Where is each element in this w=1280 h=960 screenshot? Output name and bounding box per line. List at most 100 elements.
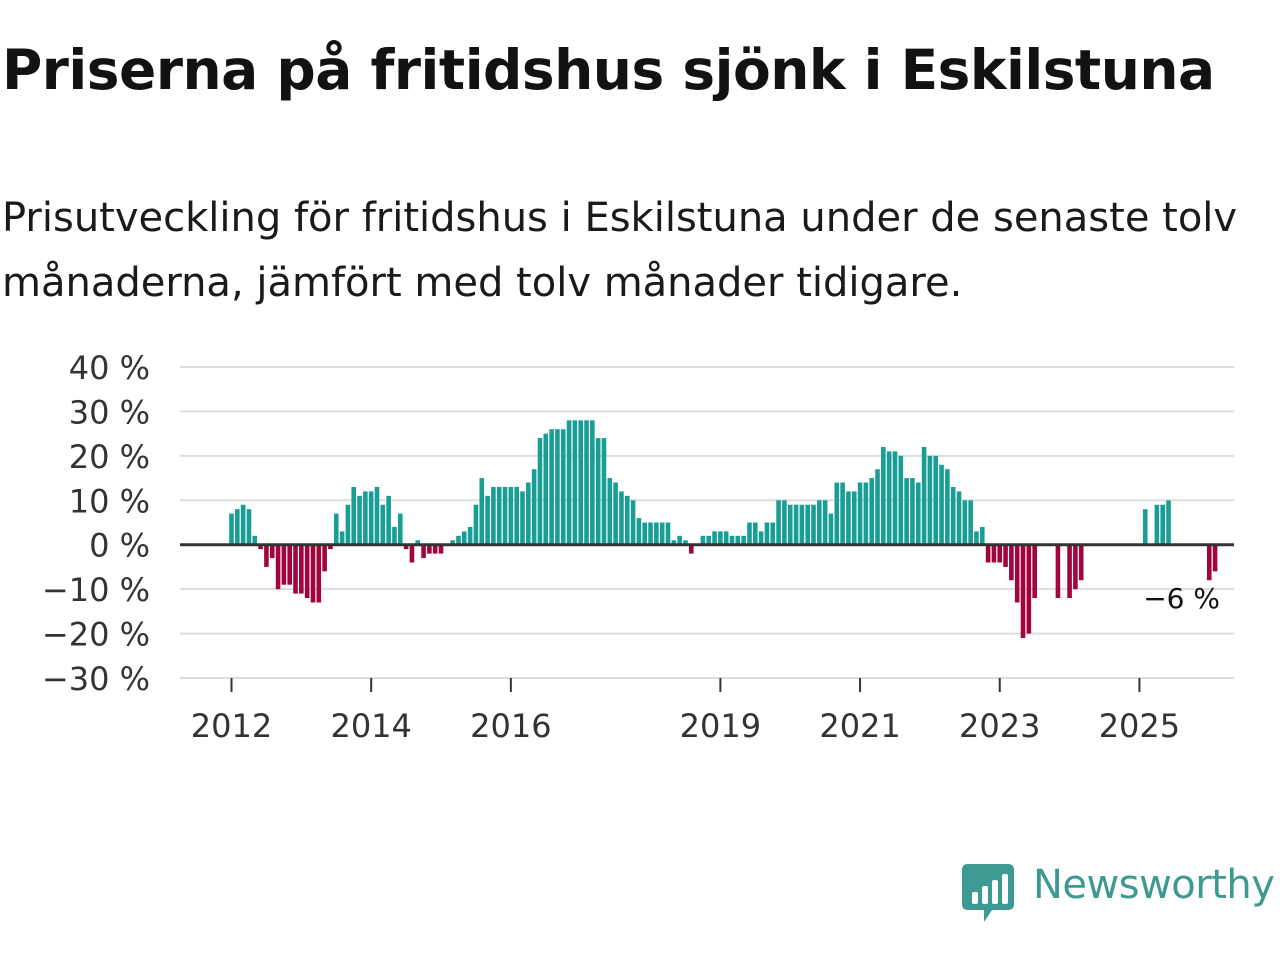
bar <box>537 438 543 545</box>
brand-name: Newsworthy <box>1033 862 1275 908</box>
bar <box>229 513 234 545</box>
bar <box>520 491 525 545</box>
bar <box>427 544 432 554</box>
bar <box>345 504 351 545</box>
bar <box>985 544 991 563</box>
bar <box>630 500 636 545</box>
bar <box>310 544 316 603</box>
bar <box>299 544 304 594</box>
bar <box>322 544 327 572</box>
bar <box>392 526 397 545</box>
bar <box>450 540 455 545</box>
bar-chart: 40 %30 %20 %10 %0 %−10 %−20 %−30 % 2012 2… <box>42 349 1234 745</box>
bar <box>729 535 735 545</box>
bar <box>415 540 421 545</box>
x-tick-label: 2014 <box>330 707 411 745</box>
bar <box>357 495 362 545</box>
bar <box>799 504 805 545</box>
bar <box>677 535 682 545</box>
bar <box>590 420 595 545</box>
bar <box>1009 544 1014 581</box>
bar <box>881 446 886 545</box>
y-tick-label: 40 % <box>69 349 150 387</box>
y-tick-label: −30 % <box>42 660 150 698</box>
bar <box>1026 544 1032 634</box>
bar <box>846 491 851 545</box>
bar <box>828 513 834 545</box>
bar <box>782 500 787 545</box>
bar <box>706 535 712 545</box>
bar <box>421 544 426 559</box>
bar <box>915 482 921 545</box>
bar <box>502 486 508 545</box>
bar <box>252 535 258 545</box>
bar <box>281 544 287 585</box>
bar <box>1032 544 1037 599</box>
bar <box>560 429 566 545</box>
bar <box>526 482 531 545</box>
x-tick-label: 2023 <box>959 707 1040 745</box>
bar <box>368 491 374 545</box>
bar <box>1206 544 1212 581</box>
bar <box>939 464 944 545</box>
bar <box>485 495 490 545</box>
y-tick-label: −20 % <box>42 616 150 654</box>
y-tick-label: 20 % <box>69 438 150 476</box>
bar <box>1003 544 1008 567</box>
bar <box>304 544 310 599</box>
bar <box>747 522 752 545</box>
bar <box>1020 544 1026 639</box>
bar <box>275 544 281 590</box>
bar <box>613 482 618 545</box>
y-tick-label: 0 % <box>89 527 150 565</box>
bar <box>927 455 933 545</box>
bar <box>811 504 816 545</box>
bar <box>386 495 391 545</box>
bar <box>875 469 880 545</box>
x-tick-label: 2021 <box>819 707 900 745</box>
bar <box>863 482 869 545</box>
bar <box>968 500 973 545</box>
bar <box>595 438 601 545</box>
bar <box>339 531 345 545</box>
bar <box>665 522 671 545</box>
bar <box>508 486 514 545</box>
bar <box>258 544 263 550</box>
bar <box>950 486 956 545</box>
bar <box>636 518 642 545</box>
annotations: −6 % <box>1143 582 1220 615</box>
bar <box>688 544 694 554</box>
bar <box>712 531 717 545</box>
bar <box>834 482 840 545</box>
bar <box>1014 544 1020 603</box>
bar <box>659 522 665 545</box>
bar <box>269 544 275 559</box>
bar <box>246 509 252 545</box>
bar <box>642 522 648 545</box>
bar <box>974 531 979 545</box>
bar <box>1142 509 1148 545</box>
x-axis-ticks: 2012 2014 2016 2019 2021 2023 2025 <box>191 678 1180 745</box>
bar <box>735 535 741 545</box>
bar <box>543 433 549 545</box>
bar <box>869 478 874 545</box>
bar <box>962 500 968 545</box>
bar <box>462 531 467 545</box>
bar <box>473 504 479 545</box>
bar <box>723 531 729 545</box>
bar <box>549 429 554 545</box>
bar <box>531 469 537 545</box>
bar <box>945 469 950 545</box>
x-tick-label: 2025 <box>1099 707 1180 745</box>
bar <box>793 504 799 545</box>
y-tick-label: 30 % <box>69 393 150 431</box>
bar <box>584 420 589 545</box>
bar <box>787 504 793 545</box>
bar <box>467 526 473 545</box>
last-value-label: −6 % <box>1143 582 1220 615</box>
bar <box>1154 504 1160 545</box>
bar <box>1166 500 1171 545</box>
bar <box>456 535 461 545</box>
bar <box>601 438 607 545</box>
bar <box>333 513 339 545</box>
